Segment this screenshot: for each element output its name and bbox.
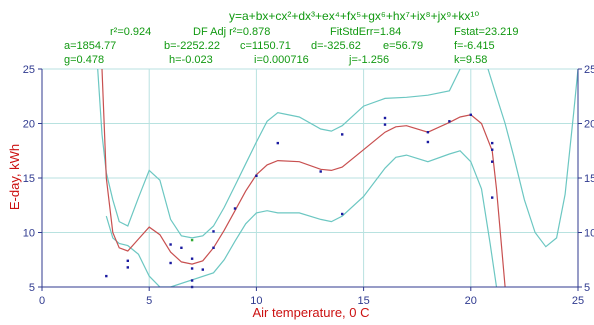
- data-point: [201, 268, 204, 271]
- x-tick-label: 20: [465, 295, 477, 307]
- param-value: a=1854.77: [64, 40, 116, 52]
- data-point: [212, 230, 215, 233]
- param-value: d=-325.62: [311, 40, 361, 52]
- data-point: [491, 148, 494, 151]
- confidence-band-lower: [105, 150, 498, 287]
- params-row-2: g=0.478 h=-0.023 i=0.000716 j=-1.256 k=9.58: [64, 54, 487, 66]
- x-tick-label: 0: [39, 295, 45, 307]
- y-tick-label: 25: [23, 64, 35, 76]
- data-point: [190, 279, 194, 282]
- data-point: [448, 120, 451, 123]
- equation-header: y=a+bx+cx²+dx³+ex⁴+fx⁵+gx⁶+hx⁷+ix⁸+jx⁹+k…: [64, 9, 519, 66]
- y-tick-label-right: 5: [584, 282, 590, 294]
- x-axis-label: Air temperature, 0 C: [252, 305, 369, 320]
- param-value: i=0.000716: [254, 54, 309, 66]
- confidence-band-upper: [97, 69, 461, 239]
- data-point: [469, 113, 472, 116]
- data-point: [491, 141, 494, 145]
- data-point: [491, 196, 494, 199]
- data-point: [491, 160, 494, 163]
- param-value: b=-2252.22: [164, 40, 220, 52]
- confidence-band-upper-right: [487, 69, 578, 248]
- y-tick-label-right: 10: [584, 228, 594, 240]
- data-point: [426, 131, 430, 134]
- confidence-bands: [97, 69, 578, 287]
- param-value: c=1150.71: [240, 40, 291, 52]
- x-tick-label: 25: [572, 295, 584, 307]
- data-point: [126, 259, 129, 262]
- y-tick-label-right: 15: [584, 173, 594, 185]
- y-tick-label-right: 20: [584, 119, 594, 131]
- param-value: e=56.79: [383, 40, 423, 52]
- param-value: j=-1.256: [348, 54, 389, 66]
- data-points: [105, 113, 494, 289]
- data-point: [426, 140, 430, 144]
- data-point: [105, 274, 108, 278]
- data-point: [212, 246, 215, 249]
- x-tick-label: 10: [250, 295, 262, 307]
- params-row-1: a=1854.77 b=-2252.22 c=1150.71 d=-325.62 e=5…: [64, 40, 495, 52]
- param-value: k=9.58: [454, 54, 487, 66]
- data-point: [255, 174, 258, 177]
- stat-adj-r2: DF Adj r²=0.878: [193, 26, 270, 38]
- data-point: [190, 257, 194, 260]
- param-value: h=-0.023: [169, 54, 213, 66]
- y-tick-label: 15: [23, 173, 35, 185]
- data-point: [190, 267, 194, 270]
- y-tick-label: 20: [23, 119, 35, 131]
- fit-curve: [101, 69, 506, 287]
- param-value: g=0.478: [64, 54, 104, 66]
- stat-fitstderr: FitStdErr=1.84: [330, 26, 401, 38]
- data-point: [233, 207, 237, 210]
- data-point: [126, 266, 129, 269]
- data-point: [341, 212, 344, 216]
- y-tick-label: 5: [29, 282, 35, 294]
- y-tick-label: 10: [23, 228, 35, 240]
- y-tick-label-right: 25: [584, 64, 594, 76]
- data-point: [276, 141, 279, 145]
- data-point: [180, 246, 183, 249]
- x-tick-label: 15: [357, 295, 369, 307]
- data-point: [190, 238, 194, 242]
- data-point: [169, 243, 172, 246]
- x-tick-label: 5: [146, 295, 152, 307]
- stat-r2: r²=0.924: [110, 26, 151, 38]
- data-point: [383, 123, 387, 126]
- data-point: [169, 261, 172, 265]
- data-point: [319, 170, 322, 173]
- stat-fstat: Fstat=23.219: [454, 26, 519, 38]
- data-point: [383, 116, 387, 120]
- equation: y=a+bx+cx²+dx³+ex⁴+fx⁵+gx⁶+hx⁷+ix⁸+jx⁹+k…: [229, 9, 479, 23]
- y-axis-label: E-day, kWh: [7, 144, 22, 210]
- data-point: [341, 133, 344, 136]
- param-value: f=-6.415: [454, 40, 495, 52]
- fit-curve-layer: [101, 69, 506, 287]
